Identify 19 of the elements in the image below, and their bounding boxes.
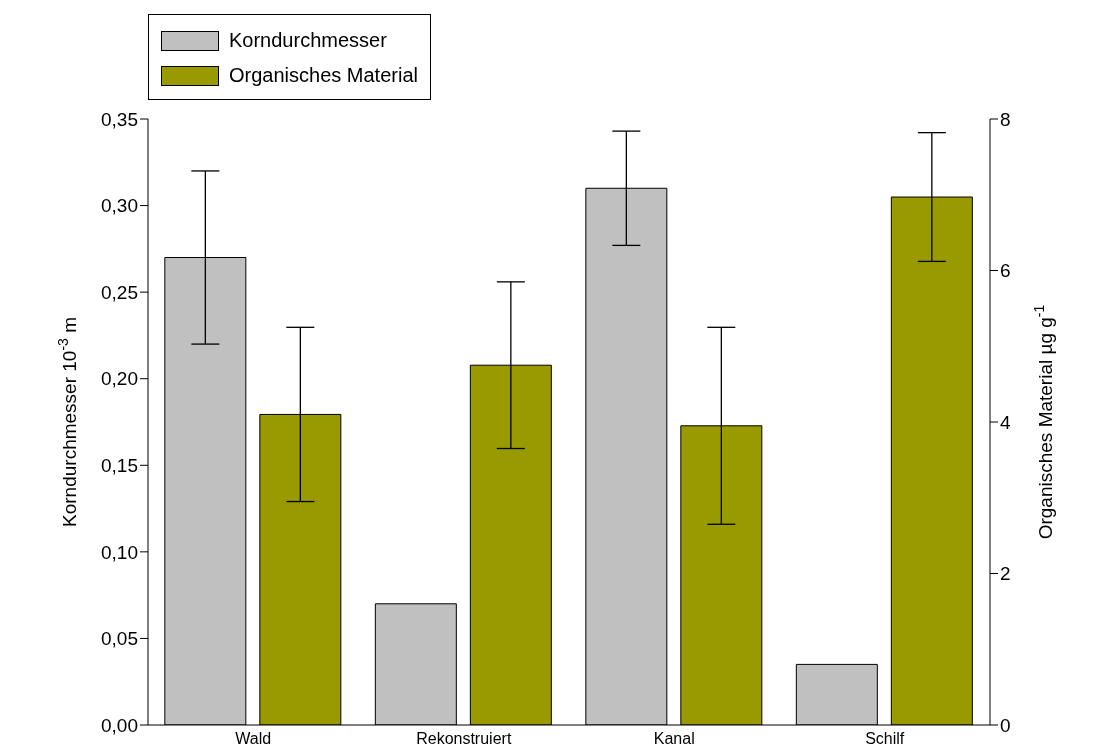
x-tick-label: Wald <box>235 730 272 748</box>
x-tick-label: Schilf <box>865 730 905 748</box>
y-tick-label: 0,30 <box>101 195 138 217</box>
y-tick-label: 0,25 <box>101 281 138 303</box>
x-tick-label: Rekonstruiert <box>416 730 512 748</box>
y2-tick-label: 0 <box>1000 714 1011 736</box>
y2-tick-label: 2 <box>1000 563 1011 585</box>
y-tick-label: 0,20 <box>101 368 138 390</box>
y-tick-label: 0,10 <box>101 541 138 563</box>
y-tick-label: 0,05 <box>101 628 138 650</box>
legend-label: Organisches Material <box>229 64 418 87</box>
y-tick-label: 0,00 <box>101 714 138 736</box>
y2-tick-label: 8 <box>1000 108 1011 130</box>
y-tick-label: 0,35 <box>101 108 138 130</box>
legend-label: Korndurchmesser <box>229 29 387 52</box>
y-tick-label: 0,15 <box>101 455 138 477</box>
y2-tick-label: 4 <box>1000 411 1011 433</box>
y2-tick-label: 6 <box>1000 260 1011 282</box>
x-tick-label: Kanal <box>653 730 695 748</box>
